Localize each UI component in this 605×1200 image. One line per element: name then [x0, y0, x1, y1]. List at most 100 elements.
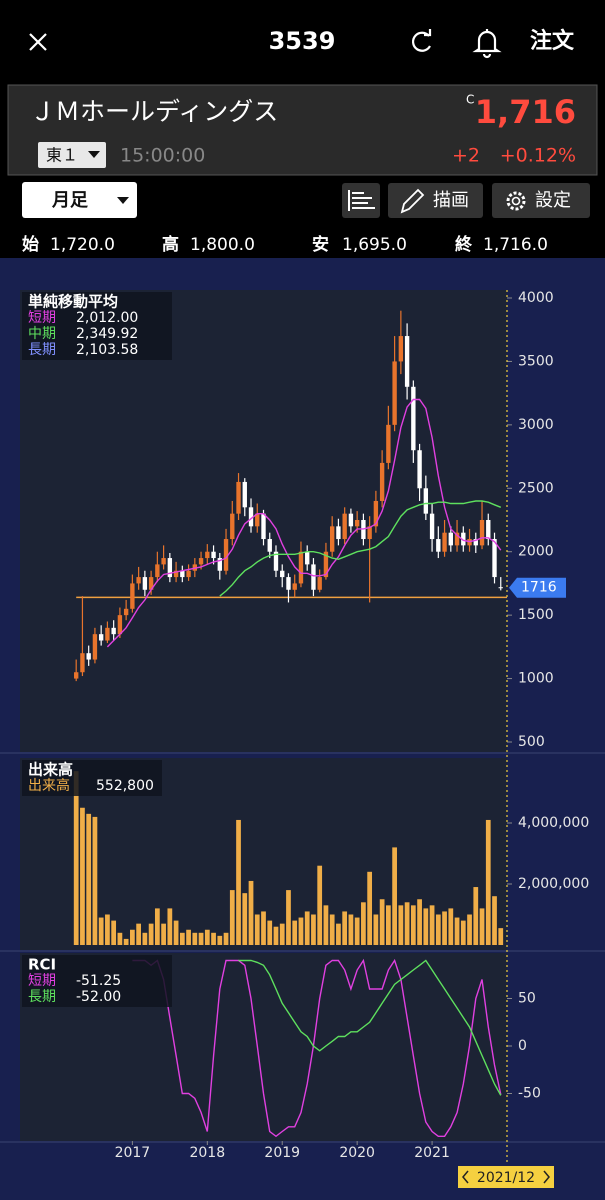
quote-time: 15:00:00 [120, 145, 205, 167]
price-badge [509, 577, 566, 598]
volume-bar [485, 819, 491, 945]
candle-body [429, 513, 435, 540]
close-button[interactable] [29, 33, 47, 51]
volume-bar [242, 893, 248, 945]
indicator-icon [348, 190, 375, 211]
candle-body [454, 532, 460, 546]
candle-body [136, 577, 141, 584]
y-tick-label: 0 [518, 1038, 527, 1054]
candle-body [205, 551, 210, 559]
volume-bar [211, 932, 216, 945]
candle-body [404, 336, 410, 387]
candle-body [311, 564, 316, 590]
ohlc-value: 1,720.0 [50, 235, 115, 255]
volume-bar [173, 920, 179, 945]
candle-body [117, 615, 123, 635]
indicator-line [132, 958, 502, 1138]
volume-bar [336, 923, 341, 945]
volume-bar [392, 847, 397, 945]
legend-name: 短期 [28, 973, 56, 989]
y-tick-label: 3500 [518, 353, 554, 369]
volume-bar [198, 932, 204, 945]
refresh-button[interactable] [411, 29, 432, 52]
candle-body [273, 551, 279, 571]
candle-body [379, 462, 385, 501]
candle-body [305, 551, 310, 565]
candle-body [248, 507, 254, 527]
volume-bar [186, 929, 191, 945]
volume-bar [161, 923, 166, 945]
candle-body [492, 539, 497, 578]
order-button[interactable]: 注文 [530, 28, 575, 54]
candle-body [286, 577, 291, 590]
candle-body [336, 526, 341, 540]
candle-body [261, 513, 266, 540]
legend-box [22, 955, 172, 1007]
volume-bar [304, 911, 310, 945]
volume-bar [236, 819, 241, 945]
legend-name: 長期 [28, 989, 56, 1005]
volume-bar [317, 865, 323, 945]
draw-button[interactable] [388, 183, 483, 218]
price-badge-label: 1716 [521, 580, 557, 596]
market: 東１ [46, 146, 78, 165]
volume-bar [292, 920, 298, 945]
candle-body [180, 570, 185, 578]
candle-body [142, 577, 148, 590]
indicator-line [219, 500, 502, 597]
volume-bar [367, 871, 373, 945]
cursor-next [543, 1170, 550, 1184]
stock-name: ＪＭホールディングス [30, 97, 278, 126]
candle-body [242, 481, 247, 508]
ohlc-value: 1,716.0 [483, 235, 548, 255]
volume-bar [479, 908, 485, 945]
volume-bar [73, 771, 79, 945]
x-tick-label: 2018 [189, 1145, 225, 1161]
candle-body [236, 481, 241, 514]
volume-bar [204, 929, 210, 945]
candle-body [223, 539, 229, 571]
volume-bar [460, 920, 466, 945]
dropdown-arrow [88, 151, 100, 158]
volume-bar [342, 911, 348, 945]
volume-bar [442, 911, 447, 945]
volume-bar [467, 914, 472, 945]
candle-body [148, 577, 154, 590]
alert-button[interactable] [472, 29, 502, 59]
x-tick-label: 2017 [115, 1145, 151, 1161]
candle-body [161, 558, 166, 565]
period-select[interactable] [22, 182, 137, 218]
candle-body [367, 526, 372, 540]
candle-body [211, 551, 216, 559]
volume-bar [86, 813, 92, 945]
ohlc-label: 始 [22, 234, 39, 255]
change-pct: +0.12% [500, 145, 576, 167]
volume-bar [98, 917, 104, 945]
candle-body [173, 570, 179, 578]
candle-body [230, 513, 235, 540]
market-select[interactable] [38, 142, 106, 168]
ohlc-label: 高 [162, 234, 179, 255]
candle-body [423, 488, 429, 514]
legend-title: 単純移動平均 [28, 293, 118, 311]
volume-bar [329, 914, 335, 945]
x-tick-label: 2021 [414, 1145, 450, 1161]
legend-box [22, 292, 172, 360]
volume-bar [323, 905, 329, 945]
y-tick-label: 4000 [518, 290, 554, 306]
volume-bar [448, 908, 454, 945]
y-tick-label: 1500 [518, 607, 554, 623]
y-tick-label: 3000 [518, 417, 554, 433]
cursor-prev [462, 1170, 469, 1184]
indicator-button[interactable] [342, 183, 380, 218]
volume-bar [498, 928, 504, 945]
candle-body [354, 520, 360, 527]
cursor-date: 2021/12 [477, 1170, 535, 1186]
volume-bar [492, 896, 497, 945]
candle-body [86, 653, 91, 660]
ticker: 3539 [269, 27, 336, 55]
y-tick-label: 500 [518, 734, 545, 750]
candle-body [348, 513, 354, 527]
legend-name: 出来高 [28, 777, 70, 794]
